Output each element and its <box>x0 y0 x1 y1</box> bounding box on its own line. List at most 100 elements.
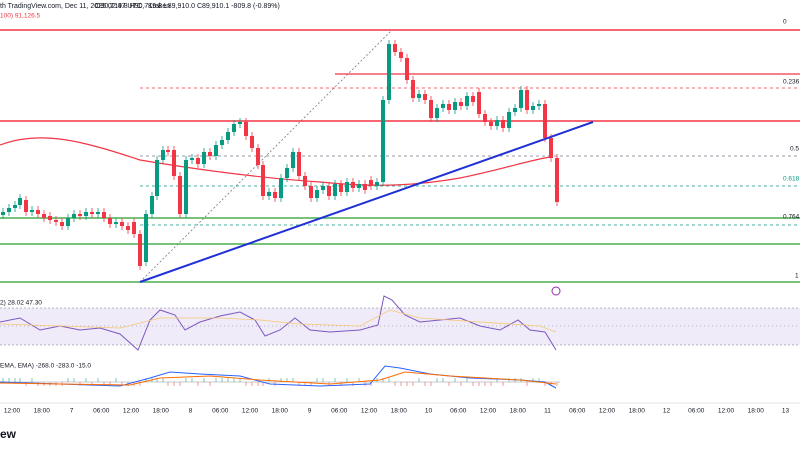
candle-body <box>339 184 343 192</box>
candle-body <box>399 52 403 58</box>
time-label: 06:00 <box>93 408 110 415</box>
fib-label: 0.764 <box>783 214 800 221</box>
candle-body <box>238 122 242 124</box>
candle-body <box>196 158 200 164</box>
candle-body <box>345 182 349 192</box>
time-label: 12:00 <box>361 408 378 415</box>
candle-body <box>441 104 445 108</box>
time-axis: 12:00 18:00 7 06:00 12:00 18:00 8 06:00 12:00 18:… <box>4 408 790 415</box>
candle-body <box>375 182 379 186</box>
candle-body <box>411 80 415 98</box>
candle-body <box>256 148 260 165</box>
time-label: 18:00 <box>153 408 170 415</box>
candle-body <box>543 104 547 138</box>
candle-body <box>150 196 154 214</box>
candle-body <box>261 165 265 196</box>
candle-body <box>226 132 230 140</box>
candle-body <box>507 112 511 128</box>
candle-body <box>357 184 361 188</box>
candle-body <box>549 138 553 158</box>
time-label: 18:00 <box>34 408 51 415</box>
candle-body <box>214 145 218 156</box>
candle-body <box>190 158 194 160</box>
time-label: 06:00 <box>331 408 348 415</box>
candle-body <box>202 152 206 164</box>
candle-body <box>7 208 11 212</box>
candle-body <box>138 234 142 266</box>
fib-diagonal <box>139 29 393 283</box>
candle-body <box>387 44 391 100</box>
candle-body <box>309 186 313 198</box>
candle-body <box>459 102 463 106</box>
candle-body <box>303 176 307 186</box>
candle-body <box>393 44 397 52</box>
candle-body <box>501 120 505 128</box>
candle-body <box>555 158 559 202</box>
header-ohlc: O90,719.8 H90,719.8 L89,910.0 C89,910.1 … <box>95 3 280 10</box>
macd-line <box>0 365 557 389</box>
candle-body <box>483 114 487 122</box>
signal-line <box>0 371 557 386</box>
fib-label: 1 <box>795 273 799 280</box>
candle-body <box>291 152 295 168</box>
time-label: 12:00 <box>718 408 735 415</box>
candle-body <box>477 92 481 114</box>
candle-body <box>60 222 64 226</box>
candle-body <box>447 104 451 110</box>
candle-body <box>132 222 136 234</box>
candle-body <box>315 190 319 198</box>
candle-body <box>144 214 148 262</box>
time-label: 9 <box>308 408 312 415</box>
time-label: 7 <box>70 408 74 415</box>
time-label: 12:00 <box>123 408 140 415</box>
candle-body <box>273 192 277 198</box>
header-source: th TradingView.com, Dec 11, 2025 02:47 U… <box>0 3 170 10</box>
footer-logo: ew <box>0 427 17 441</box>
time-label: 8 <box>189 408 193 415</box>
candle-body <box>166 150 170 152</box>
time-label: 06:00 <box>450 408 467 415</box>
macd-legend: EMA, EMA) -268.0 -283.0 -15.0 <box>0 363 91 370</box>
candle-body <box>178 176 182 214</box>
time-label: 10 <box>425 408 433 415</box>
fib-label: 0.5 <box>790 146 799 153</box>
candle-body <box>108 218 112 224</box>
candle-body <box>120 222 124 226</box>
header-ma: 100) 91,126.5 <box>0 13 41 20</box>
candle-body <box>363 184 367 190</box>
candle-body <box>381 100 385 182</box>
candle-body <box>423 94 427 100</box>
candle-body <box>513 108 517 112</box>
candle-body <box>155 160 159 196</box>
candle-body <box>285 168 289 178</box>
candle-body <box>24 200 28 212</box>
candle-body <box>351 182 355 188</box>
time-label: 06:00 <box>212 408 229 415</box>
rsi-line <box>0 295 557 351</box>
candle-body <box>114 222 118 224</box>
time-label: 18:00 <box>629 408 646 415</box>
candle-body <box>184 160 188 214</box>
rsi-legend: 2) 28.02 47.30 <box>0 300 42 307</box>
candle-body <box>96 212 100 214</box>
fib-label: 0.618 <box>783 176 800 183</box>
candle-body <box>435 108 439 118</box>
time-label: 18:00 <box>510 408 527 415</box>
candle-body <box>297 152 301 176</box>
candle-body <box>102 212 106 218</box>
rsi-ma <box>0 309 557 333</box>
time-label: 12:00 <box>242 408 259 415</box>
candle-body <box>232 124 236 132</box>
candle-body <box>78 214 82 216</box>
candle-body <box>279 178 283 198</box>
time-label: 12 <box>663 408 671 415</box>
candle-body <box>250 136 254 148</box>
time-label: 18:00 <box>748 408 765 415</box>
time-label: 12:00 <box>4 408 21 415</box>
candle-body <box>519 90 523 108</box>
candle-body <box>321 186 325 190</box>
time-label: 12:00 <box>599 408 616 415</box>
candle-body <box>208 152 212 156</box>
candle-body <box>126 226 130 230</box>
